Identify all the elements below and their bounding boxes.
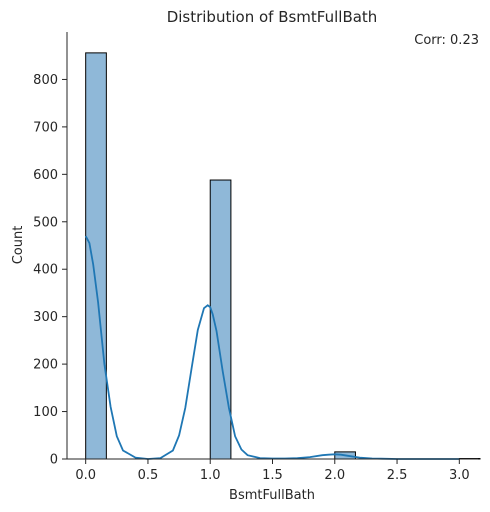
y-axis-label: Count: [11, 226, 26, 265]
histogram-bars: [85, 52, 481, 460]
y-tick-label: 800: [33, 73, 58, 88]
chart-title: Distribution of BsmtFullBath: [167, 8, 378, 26]
x-ticks: 0.0 0.5 1.0 1.5 2.0 2.5 3.0: [75, 459, 470, 483]
y-tick-label: 200: [33, 358, 58, 373]
x-axis-label: BsmtFullBath: [229, 488, 315, 503]
x-tick-label: 0.5: [138, 468, 159, 483]
y-tick-label: 0: [50, 453, 58, 468]
kde-curve: [84, 235, 460, 460]
y-ticks: 0 100 200 300 400 500 600 700 800: [33, 73, 67, 468]
y-tick-label: 500: [33, 215, 58, 230]
x-tick-label: 2.5: [387, 468, 408, 483]
y-tick-label: 300: [33, 310, 58, 325]
correlation-annotation: Corr: 0.23: [414, 33, 479, 48]
x-tick-label: 0.0: [75, 468, 96, 483]
y-tick-label: 700: [33, 120, 58, 135]
x-tick-label: 3.0: [449, 468, 470, 483]
y-tick-label: 400: [33, 263, 58, 278]
x-tick-label: 2.0: [324, 468, 345, 483]
y-tick-label: 100: [33, 405, 58, 420]
y-tick-label: 600: [33, 168, 58, 183]
x-tick-label: 1.5: [262, 468, 283, 483]
x-tick-label: 1.0: [200, 468, 221, 483]
histogram-bar: [85, 52, 107, 460]
